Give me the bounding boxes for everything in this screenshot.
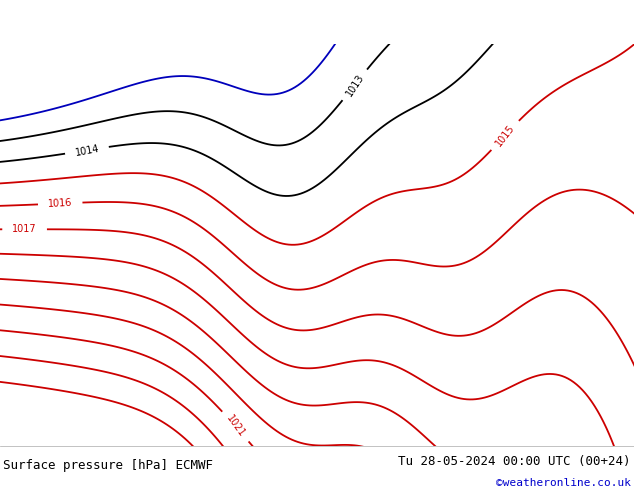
Text: 1016: 1016 [48,198,73,209]
Text: 1015: 1015 [493,122,517,148]
Text: 1014: 1014 [74,143,100,157]
Text: 1017: 1017 [12,224,37,234]
Text: 1012: 1012 [351,0,372,17]
Text: Surface pressure [hPa] ECMWF: Surface pressure [hPa] ECMWF [3,459,213,472]
Text: ©weatheronline.co.uk: ©weatheronline.co.uk [496,478,631,489]
Text: 1013: 1013 [344,72,366,98]
Text: Tu 28-05-2024 00:00 UTC (00+24): Tu 28-05-2024 00:00 UTC (00+24) [398,455,631,468]
Text: 1021: 1021 [224,414,247,440]
